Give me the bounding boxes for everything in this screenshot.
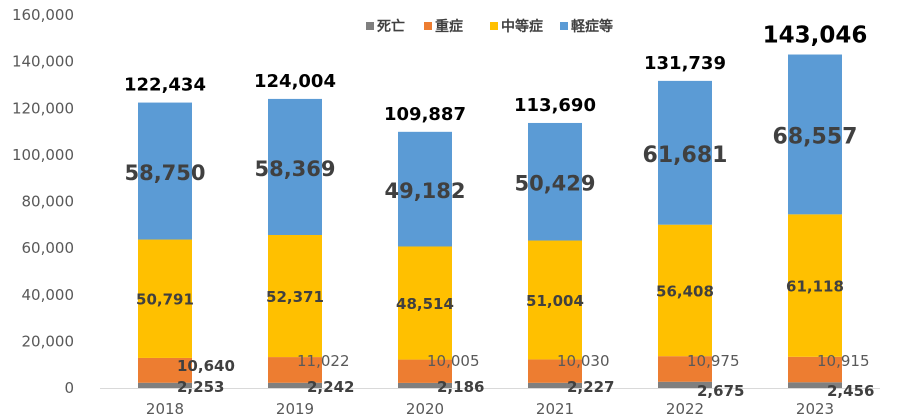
x-tick-label: 2022 bbox=[666, 400, 704, 418]
death-value-label: 2,227 bbox=[567, 378, 614, 396]
mild-value-label: 50,429 bbox=[514, 172, 595, 196]
severe-value-label: 10,975 bbox=[687, 352, 740, 370]
bar-mild-segment bbox=[788, 54, 842, 215]
bar-severe-segment bbox=[658, 356, 712, 382]
bar-death-segment bbox=[268, 382, 322, 388]
severe-value-label: 10,030 bbox=[557, 352, 610, 370]
severe-value-label: 10,915 bbox=[817, 352, 870, 370]
y-tick-label: 100,000 bbox=[12, 146, 74, 164]
y-axis: 0 20,000 40,000 60,000 80,000 100,000 120,000 1… bbox=[12, 6, 74, 397]
death-value-label: 2,242 bbox=[307, 378, 354, 396]
bar-death-segment bbox=[528, 382, 582, 388]
data-labels-group: 2,253 10,640 50,791 58,750 122,434 2,242 11,02… bbox=[124, 23, 874, 400]
mild-value-label: 58,750 bbox=[124, 161, 205, 185]
x-tick-label: 2018 bbox=[146, 400, 184, 418]
bar-death-segment bbox=[788, 382, 842, 388]
x-tick-label: 2019 bbox=[276, 400, 314, 418]
bar-moderate-segment bbox=[138, 239, 192, 358]
bar-mild-segment bbox=[658, 80, 712, 225]
bar-moderate-segment bbox=[658, 224, 712, 357]
bar-mild-segment bbox=[138, 102, 192, 240]
bar-severe-segment bbox=[528, 359, 582, 383]
bar-moderate-segment bbox=[398, 246, 452, 360]
total-value-label: 124,004 bbox=[254, 71, 336, 92]
mild-value-label: 49,182 bbox=[384, 179, 465, 203]
x-tick-label: 2020 bbox=[406, 400, 444, 418]
severe-value-label: 10,005 bbox=[427, 352, 480, 370]
y-tick-label: 20,000 bbox=[22, 332, 75, 350]
total-value-label: 143,046 bbox=[763, 23, 868, 49]
y-tick-label: 120,000 bbox=[12, 99, 74, 117]
severe-value-label: 11,022 bbox=[297, 352, 350, 370]
x-tick-label: 2021 bbox=[536, 400, 574, 418]
y-tick-label: 40,000 bbox=[22, 286, 75, 304]
bar-moderate-segment bbox=[528, 240, 582, 360]
mild-value-label: 58,369 bbox=[254, 157, 335, 181]
bar-mild-segment bbox=[398, 131, 452, 247]
legend-label: 中等症 bbox=[501, 18, 543, 35]
y-tick-label: 60,000 bbox=[22, 239, 75, 257]
bar-severe-segment bbox=[788, 356, 842, 383]
bar-severe-segment bbox=[398, 359, 452, 383]
death-value-label: 2,456 bbox=[827, 382, 874, 400]
legend-label: 軽症等 bbox=[571, 18, 613, 35]
legend-label: 重症 bbox=[435, 18, 463, 35]
y-tick-label: 0 bbox=[64, 379, 74, 397]
severe-value-label: 10,640 bbox=[177, 357, 235, 375]
bar-moderate-segment bbox=[788, 214, 842, 357]
bar-moderate-segment bbox=[268, 234, 322, 358]
death-value-label: 2,675 bbox=[697, 382, 744, 400]
death-value-label: 2,186 bbox=[437, 378, 484, 396]
bar-severe-segment bbox=[138, 357, 192, 383]
moderate-value-label: 61,118 bbox=[786, 278, 844, 296]
moderate-value-label: 48,514 bbox=[396, 295, 454, 313]
y-tick-label: 140,000 bbox=[12, 53, 74, 71]
bars-group bbox=[138, 54, 842, 388]
death-value-label: 2,253 bbox=[177, 378, 224, 396]
moderate-value-label: 50,791 bbox=[136, 291, 194, 309]
total-value-label: 109,887 bbox=[384, 104, 466, 125]
legend-swatch bbox=[490, 22, 498, 30]
legend-swatch bbox=[424, 22, 432, 30]
legend-swatch bbox=[366, 22, 374, 30]
bar-mild-segment bbox=[528, 122, 582, 241]
bar-death-segment bbox=[138, 382, 192, 388]
total-value-label: 131,739 bbox=[644, 53, 726, 74]
total-value-label: 113,690 bbox=[514, 95, 596, 116]
legend: 死亡 重症 中等症 軽症等 bbox=[366, 18, 613, 35]
legend-label: 死亡 bbox=[376, 18, 405, 35]
x-axis: 2018 2019 2020 2021 2022 2023 bbox=[146, 400, 834, 418]
moderate-value-label: 51,004 bbox=[526, 292, 584, 310]
mild-value-label: 68,557 bbox=[773, 124, 858, 149]
bar-death-segment bbox=[658, 381, 712, 388]
bar-severe-segment bbox=[268, 357, 322, 383]
moderate-value-label: 56,408 bbox=[656, 282, 714, 300]
moderate-value-label: 52,371 bbox=[266, 288, 324, 306]
mild-value-label: 61,681 bbox=[643, 143, 728, 168]
y-tick-label: 160,000 bbox=[12, 6, 74, 24]
y-tick-label: 80,000 bbox=[22, 193, 75, 211]
total-value-label: 122,434 bbox=[124, 75, 206, 96]
x-tick-label: 2023 bbox=[796, 400, 834, 418]
bar-death-segment bbox=[398, 382, 452, 388]
bar-mild-segment bbox=[268, 98, 322, 235]
legend-swatch bbox=[560, 22, 568, 30]
